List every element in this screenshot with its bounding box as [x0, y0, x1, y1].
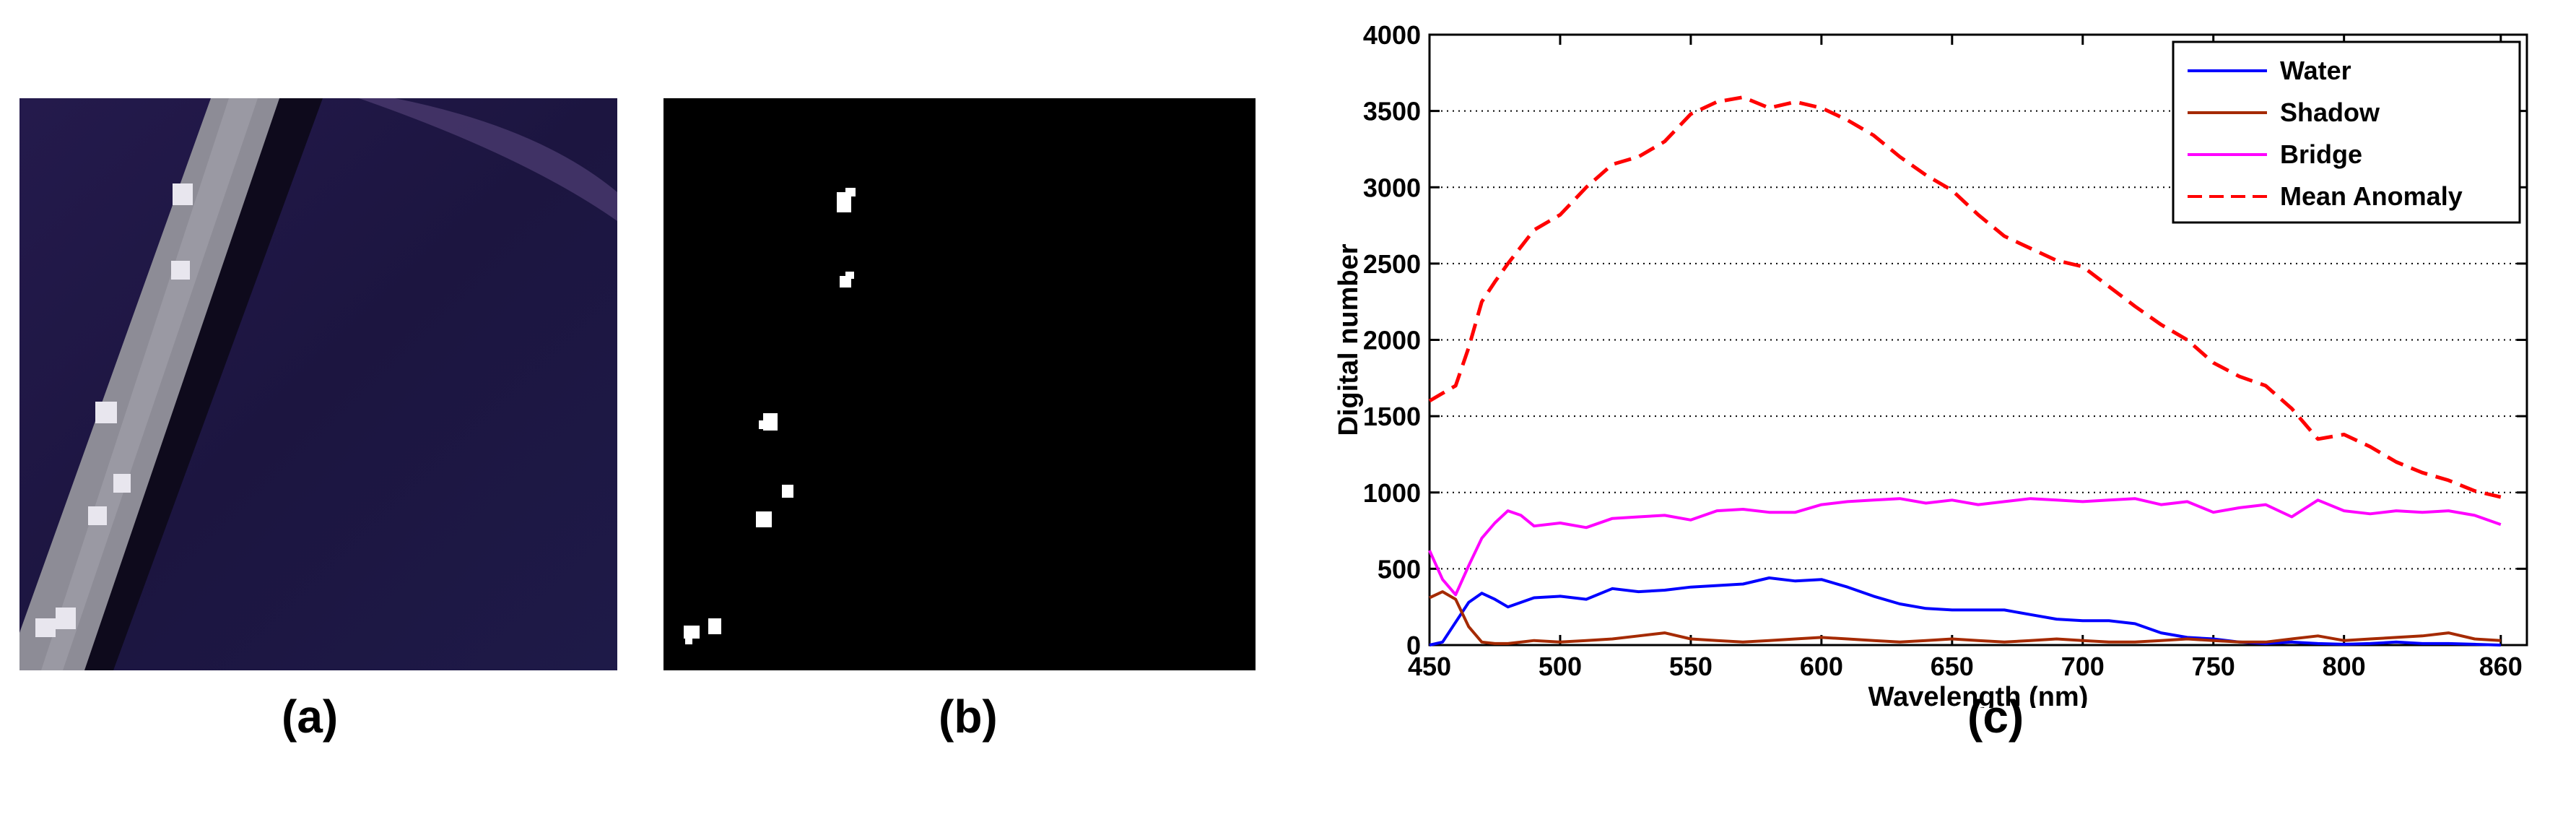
- x-tick-label: 650: [1931, 652, 1974, 681]
- x-tick-label: 600: [1800, 652, 1843, 681]
- bridge-hotspots: [35, 183, 193, 637]
- legend: Water Shadow Bridge Mean Anomaly: [2172, 40, 2521, 224]
- x-tick-label: 700: [2061, 652, 2105, 681]
- y-tick-label: 1000: [1363, 478, 1421, 508]
- y-tick-label: 4000: [1363, 20, 1421, 50]
- legend-entry: Bridge: [2280, 139, 2362, 169]
- spectral-line-chart: 0 500 1000 1500 2000 2500 3000 3500 4000 450 500 55…: [1333, 20, 2528, 708]
- y-tick-label: 1500: [1363, 402, 1421, 431]
- panel-label-b: (b): [939, 691, 998, 743]
- y-tick-label: 2500: [1363, 249, 1421, 279]
- anomaly-map-svg: [684, 188, 856, 644]
- x-tick-label: 500: [1539, 652, 1582, 681]
- legend-entry: Water: [2280, 56, 2351, 85]
- y-tick-label: 2000: [1363, 326, 1421, 355]
- tick-labels: 0 500 1000 1500 2000 2500 3000 3500 4000 450 500 55…: [1363, 20, 2523, 681]
- y-axis-label: Digital number: [1333, 243, 1364, 436]
- aerial-bridge-image: [19, 98, 617, 670]
- x-tick-label: 860: [2479, 652, 2523, 681]
- y-tick-label: 3500: [1363, 97, 1421, 126]
- aerial-image-svg: [19, 98, 617, 670]
- y-tick-label: 3000: [1363, 173, 1421, 202]
- x-tick-label: 750: [2192, 652, 2235, 681]
- y-tick-label: 0: [1406, 631, 1421, 660]
- panel-label-c: (c): [1967, 691, 2024, 743]
- series-lines: [1428, 95, 2502, 647]
- binary-anomaly-map: [663, 98, 1256, 670]
- series-line-shadow: [1429, 590, 2501, 645]
- x-tick-label: 800: [2323, 652, 2366, 681]
- series-line-water: [1429, 576, 2501, 647]
- far-shore-band: [359, 98, 617, 221]
- anomaly-pixels: [684, 188, 856, 644]
- legend-entry: Shadow: [2280, 98, 2380, 127]
- series-line-bridge: [1428, 497, 2502, 597]
- x-tick-label: 450: [1408, 652, 1451, 681]
- bridge-highlight: [41, 98, 258, 670]
- y-tick-label: 500: [1378, 554, 1421, 584]
- x-axis-label: Wavelength (nm): [1868, 682, 2089, 708]
- legend-entry: Mean Anomaly: [2280, 181, 2463, 211]
- panel-label-a: (a): [282, 691, 339, 743]
- grid-lines: [1430, 110, 2527, 570]
- x-tick-label: 550: [1669, 652, 1713, 681]
- series-line-mean-anomaly: [1428, 95, 2502, 499]
